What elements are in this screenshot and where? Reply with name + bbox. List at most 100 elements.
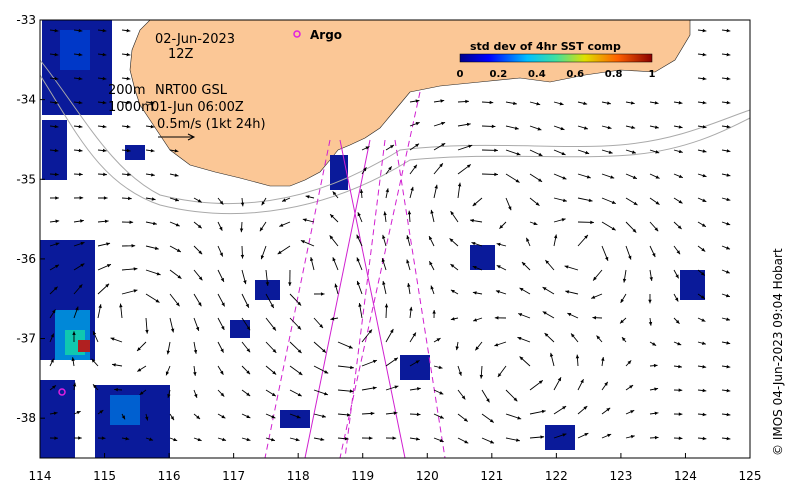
- current-arrow: [497, 365, 507, 378]
- current-arrow: [577, 405, 588, 415]
- current-arrow: [385, 357, 399, 367]
- current-arrow: [281, 197, 291, 202]
- current-arrow: [549, 352, 555, 367]
- current-arrow: [450, 317, 459, 321]
- current-arrow: [145, 293, 160, 303]
- current-arrow: [697, 52, 707, 57]
- current-arrow: [601, 125, 612, 130]
- current-arrow: [73, 263, 85, 271]
- x-tick-label: 116: [158, 469, 181, 483]
- current-arrow: [337, 365, 354, 370]
- current-arrow: [114, 387, 123, 392]
- current-arrow: [193, 341, 198, 354]
- current-arrow: [409, 99, 420, 103]
- current-arrow: [313, 317, 324, 329]
- current-arrow: [261, 197, 267, 206]
- current-arrow: [356, 280, 363, 295]
- credit-label: © IMOS 04-Jun-2023 09:04 Hobart: [771, 248, 785, 456]
- current-arrow: [596, 335, 603, 343]
- current-arrow: [565, 290, 579, 295]
- current-arrow: [309, 257, 315, 271]
- x-tick-label: 119: [351, 469, 374, 483]
- current-arrow: [601, 407, 611, 415]
- colorbar-title: std dev of 4hr SST comp: [470, 40, 621, 53]
- current-arrow: [577, 432, 589, 439]
- current-arrow: [601, 173, 615, 179]
- current-arrow: [601, 433, 612, 439]
- current-arrow: [289, 341, 302, 354]
- x-tick-label: 115: [93, 469, 116, 483]
- current-arrow: [409, 360, 420, 367]
- current-arrow: [697, 125, 707, 129]
- scale-vector-label: 0.5m/s (1kt 24h): [157, 117, 266, 132]
- current-arrow: [217, 221, 223, 231]
- plot-frame: [39, 19, 751, 459]
- current-arrow: [721, 100, 731, 105]
- current-arrow: [673, 197, 683, 204]
- current-arrow: [673, 125, 683, 129]
- current-arrow: [673, 269, 680, 279]
- current-arrow: [553, 101, 564, 106]
- current-arrow: [721, 76, 731, 81]
- current-arrow: [97, 263, 112, 271]
- current-arrow: [673, 221, 682, 230]
- current-arrow: [265, 413, 276, 419]
- current-arrow: [505, 125, 519, 130]
- current-arrow: [384, 303, 389, 319]
- current-arrow: [519, 287, 531, 295]
- current-arrow: [649, 341, 657, 346]
- current-arrow: [577, 378, 584, 391]
- current-arrow: [697, 293, 706, 300]
- map-plot-area: Argo 02-Jun-2023 12Z 200m NRT00 GSL 1000…: [39, 19, 751, 459]
- current-arrow: [73, 76, 83, 81]
- current-arrow: [121, 196, 132, 201]
- current-arrow: [359, 189, 364, 199]
- current-arrow: [289, 413, 301, 419]
- current-arrow: [673, 173, 683, 179]
- current-arrow: [577, 197, 593, 203]
- current-arrow: [217, 293, 226, 307]
- current-arrow: [240, 245, 245, 259]
- current-arrow: [620, 293, 627, 304]
- current-arrow: [481, 389, 490, 403]
- current-arrow: [49, 148, 59, 153]
- y-tick-label: -34: [16, 93, 36, 107]
- current-arrow: [553, 197, 567, 203]
- current-arrow: [721, 149, 731, 153]
- current-arrow: [193, 269, 203, 281]
- current-arrow: [289, 437, 300, 442]
- current-arrow: [217, 317, 225, 331]
- colorbar-tick-label: 0: [457, 69, 464, 80]
- isobath-200m-label: 200m: [108, 83, 145, 98]
- current-arrow: [601, 356, 605, 367]
- current-arrow: [313, 292, 325, 296]
- current-arrow: [409, 122, 420, 127]
- current-arrow: [241, 269, 247, 285]
- current-arrow: [97, 196, 108, 200]
- current-arrow: [139, 389, 147, 396]
- current-arrow: [385, 385, 399, 391]
- current-arrow: [529, 125, 542, 131]
- current-arrow: [649, 387, 659, 391]
- current-arrow: [121, 267, 138, 271]
- current-arrow: [673, 364, 683, 369]
- current-arrow: [73, 436, 82, 440]
- current-arrow: [649, 149, 660, 154]
- current-arrow: [529, 173, 543, 183]
- y-tick-label: -38: [16, 411, 36, 425]
- current-arrow: [481, 100, 494, 105]
- current-arrow: [505, 101, 517, 106]
- current-arrow: [361, 146, 370, 151]
- current-arrow: [471, 241, 483, 247]
- current-arrow: [479, 365, 484, 379]
- current-arrow: [481, 172, 499, 177]
- argo-label: Argo: [310, 28, 342, 42]
- current-arrow: [136, 341, 147, 352]
- current-arrow: [241, 293, 250, 308]
- current-arrow: [145, 100, 155, 105]
- current-arrow: [385, 436, 397, 440]
- current-arrow: [577, 125, 589, 130]
- current-arrow: [385, 328, 394, 343]
- current-arrow: [697, 341, 706, 345]
- current-arrow: [385, 166, 393, 175]
